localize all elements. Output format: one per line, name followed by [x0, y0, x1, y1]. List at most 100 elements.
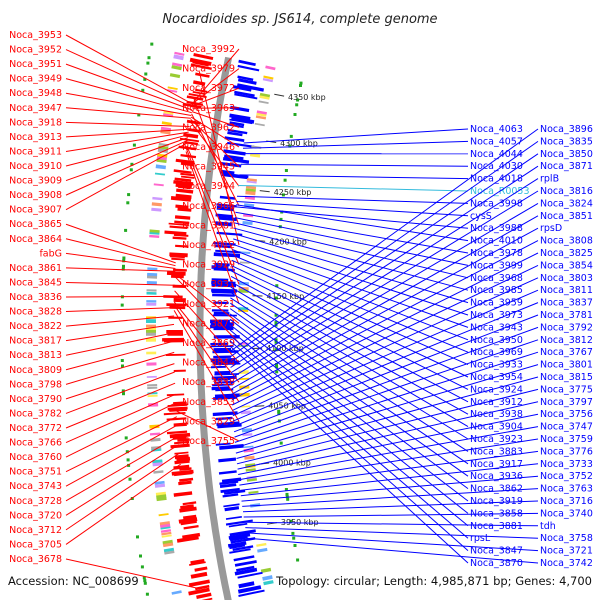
feature-label[interactable]: Noca_3871	[540, 161, 593, 172]
feature-label[interactable]: Noca_3911	[9, 146, 62, 157]
feature-label[interactable]: Noca_3992	[182, 44, 235, 55]
feature-label[interactable]: Noca_3998	[470, 198, 523, 209]
feature-label[interactable]: Noca_3904	[470, 422, 523, 433]
feature-label[interactable]: Noca_3733	[540, 459, 593, 470]
feature-label[interactable]: Noca_3766	[9, 438, 62, 449]
feature-label[interactable]: Noca_3763	[540, 484, 593, 495]
feature-label[interactable]: Noca_3951	[9, 59, 62, 70]
feature-label[interactable]: Noca_3968	[470, 273, 523, 284]
feature-label[interactable]: Noca_4057	[470, 136, 523, 147]
feature-label[interactable]: Noca_3792	[540, 322, 593, 333]
feature-label[interactable]: Noca_3952	[9, 45, 62, 56]
feature-label[interactable]: Noca_3949	[9, 74, 62, 85]
feature-label[interactable]: Noca_3943	[470, 322, 523, 333]
feature-label[interactable]: Noca_3883	[470, 446, 523, 457]
feature-label[interactable]: Noca_4044	[470, 149, 523, 160]
feature-label[interactable]: Noca_3756	[540, 409, 593, 420]
feature-label[interactable]: Noca_3760	[9, 452, 62, 463]
feature-label[interactable]: Noca_3801	[540, 360, 593, 371]
feature-label[interactable]: Noca_3822	[9, 321, 62, 332]
feature-label[interactable]: Noca_3861	[9, 263, 62, 274]
feature-label[interactable]: Noca_3923	[470, 434, 523, 445]
feature-label[interactable]: Noca_3743	[9, 481, 62, 492]
feature-label[interactable]: Noca_3873	[182, 318, 235, 329]
feature-label[interactable]: Noca_3720	[9, 510, 62, 521]
feature-label[interactable]: Noca_3950	[470, 335, 523, 346]
feature-label[interactable]: Noca_3755	[182, 436, 235, 447]
feature-label[interactable]: Noca_3988	[470, 223, 523, 234]
feature-label[interactable]: Noca_3825	[540, 248, 593, 259]
feature-label[interactable]: Noca_3813	[9, 350, 62, 361]
feature-label[interactable]: Noca_3972	[182, 83, 235, 94]
feature-label[interactable]: Noca_3740	[540, 508, 593, 519]
feature-label[interactable]: Noca_4012	[182, 240, 235, 251]
feature-label[interactable]: Noca_3938	[470, 409, 523, 420]
feature-label[interactable]: Noca_3917	[470, 459, 523, 470]
feature-label[interactable]: Noca_3808	[540, 236, 593, 247]
feature-label[interactable]: Noca_3742	[540, 558, 593, 569]
feature-label[interactable]: Noca_3797	[540, 397, 593, 408]
feature-label[interactable]: Noca_3845	[9, 277, 62, 288]
feature-label[interactable]: Noca_3829	[182, 416, 235, 427]
feature-label[interactable]: Noca_3716	[540, 496, 593, 507]
feature-label[interactable]: Noca_3973	[470, 310, 523, 321]
feature-label[interactable]: cysS	[470, 211, 492, 222]
feature-label[interactable]: Noca_3844	[182, 358, 235, 369]
feature-label[interactable]: Noca_3798	[9, 379, 62, 390]
feature-label[interactable]: Noca_3944	[182, 181, 235, 192]
feature-label[interactable]: Noca_3816	[540, 186, 593, 197]
feature-label[interactable]: tdh	[540, 521, 556, 532]
feature-label[interactable]: Noca_3678	[9, 554, 62, 565]
feature-label[interactable]: Noca_3909	[9, 176, 62, 187]
feature-label[interactable]: Noca_3919	[470, 496, 523, 507]
feature-label[interactable]: Noca_3929	[182, 260, 235, 271]
feature-label[interactable]: Noca_3979	[182, 64, 235, 75]
feature-label[interactable]: Noca_3815	[540, 372, 593, 383]
feature-label[interactable]: Noca_3838	[182, 377, 235, 388]
feature-label[interactable]: Noca_3824	[540, 198, 593, 209]
feature-label[interactable]: Noca_3759	[540, 434, 593, 445]
feature-label[interactable]: Noca_3908	[9, 190, 62, 201]
feature-label[interactable]: Noca_3728	[9, 496, 62, 507]
feature-label[interactable]: Noca_3918	[9, 117, 62, 128]
feature-label[interactable]: Noca_3828	[9, 307, 62, 318]
feature-label[interactable]: Noca_3912	[470, 397, 523, 408]
feature-label[interactable]: Noca_3864	[9, 234, 62, 245]
feature-label[interactable]: Noca_4010	[470, 236, 523, 247]
feature-label[interactable]: Noca_3963	[182, 103, 235, 114]
feature-label[interactable]: Noca_3850	[540, 149, 593, 160]
feature-label[interactable]: Noca_3945	[182, 162, 235, 173]
feature-label[interactable]: Noca_3959	[470, 298, 523, 309]
feature-label[interactable]: Noca_3931	[182, 279, 235, 290]
feature-label[interactable]: Noca_3775	[540, 384, 593, 395]
feature-label[interactable]: Noca_3781	[540, 310, 593, 321]
feature-label[interactable]: Noca_3921	[182, 299, 235, 310]
feature-label[interactable]: Noca_3999	[470, 260, 523, 271]
feature-label[interactable]: Noca_4063	[470, 124, 523, 135]
feature-label[interactable]: Noca_3712	[9, 525, 62, 536]
feature-label[interactable]: Noca_3803	[540, 273, 593, 284]
feature-label[interactable]: Noca_3776	[540, 446, 593, 457]
feature-label[interactable]: Noca_3853	[182, 397, 235, 408]
feature-label[interactable]: Noca_3721	[540, 546, 593, 557]
feature-label[interactable]: Noca_3854	[540, 260, 593, 271]
feature-label[interactable]: Noca_3752	[540, 471, 593, 482]
feature-label[interactable]: Noca_3782	[9, 408, 62, 419]
feature-label[interactable]: Noca_3948	[9, 88, 62, 99]
feature-label[interactable]: Noca_3985	[470, 285, 523, 296]
feature-label[interactable]: Noca_3772	[9, 423, 62, 434]
feature-label[interactable]: Noca_3870	[470, 558, 523, 569]
feature-label[interactable]: Noca_3758	[540, 533, 593, 544]
feature-label[interactable]: Noca_3954	[470, 372, 523, 383]
feature-label[interactable]: Noca_3809	[9, 365, 62, 376]
feature-label[interactable]: Noca_3953	[9, 30, 62, 41]
feature-label[interactable]: Noca_3947	[9, 103, 62, 114]
feature-label[interactable]: Noca_3924	[470, 384, 523, 395]
feature-label[interactable]: Noca_3969	[470, 347, 523, 358]
feature-label[interactable]: rpsD	[540, 223, 562, 234]
feature-label[interactable]: Noca_3881	[470, 521, 523, 532]
feature-label[interactable]: Noca_3862	[470, 484, 523, 495]
feature-label[interactable]: Noca_3837	[540, 298, 593, 309]
feature-label[interactable]: Noca_3851	[540, 211, 593, 222]
feature-label[interactable]: Noca_3790	[9, 394, 62, 405]
